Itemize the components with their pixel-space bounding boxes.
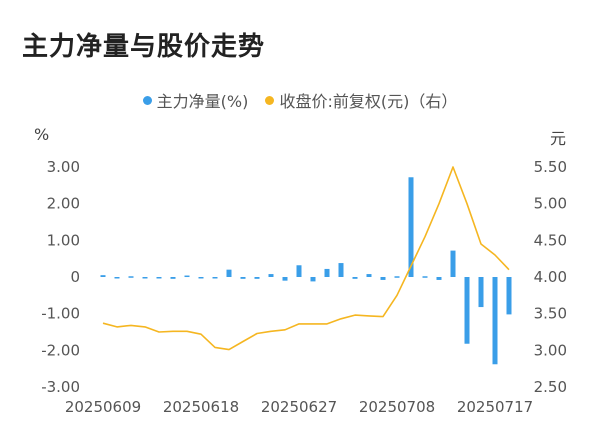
bar[interactable] — [506, 277, 512, 315]
bar[interactable] — [128, 276, 134, 278]
right-axis-unit: 元 — [550, 129, 567, 148]
line-series — [102, 166, 510, 351]
left-axis-tick-label: 3.00 — [47, 158, 80, 176]
bar[interactable] — [366, 274, 372, 277]
bar-series — [100, 177, 512, 365]
bar[interactable] — [142, 277, 148, 279]
bar[interactable] — [114, 277, 120, 279]
bar[interactable] — [408, 177, 414, 277]
x-axis-tick-label: 20250618 — [163, 398, 239, 416]
left-axis-tick-label: 2.00 — [47, 195, 80, 213]
bar[interactable] — [380, 277, 386, 280]
legend-marker-bar — [142, 96, 152, 105]
legend-item-close-price[interactable]: 收盘价:前复权(元)（右） — [265, 88, 457, 112]
bar[interactable] — [100, 275, 106, 277]
right-axis-tick-label: 5.50 — [534, 158, 567, 176]
x-axis-tick-label: 20250717 — [457, 398, 533, 416]
right-axis-tick-label: 3.00 — [534, 341, 567, 359]
x-axis: 20250609 20250618 20250627 20250708 20250717 — [65, 398, 533, 416]
bar[interactable] — [422, 276, 428, 278]
bar[interactable] — [212, 277, 218, 279]
bar[interactable] — [254, 277, 260, 279]
right-axis-tick-label: 4.50 — [534, 231, 567, 249]
bar[interactable] — [184, 275, 190, 278]
legend: 主力净量(%) 收盘价:前复权(元)（右） — [0, 88, 600, 112]
bar[interactable] — [226, 269, 232, 277]
right-axis-tick-label: 3.50 — [534, 305, 567, 323]
left-axis-tick-label: -2.00 — [41, 341, 80, 359]
bar[interactable] — [170, 277, 176, 279]
legend-label-close-price: 收盘价:前复权(元)（右） — [279, 92, 458, 111]
bar[interactable] — [464, 277, 470, 344]
bar[interactable] — [478, 277, 484, 308]
close-price-line[interactable] — [102, 166, 510, 351]
bar[interactable] — [198, 277, 204, 279]
legend-label-net-volume: 主力净量(%) — [156, 92, 249, 111]
left-axis-tick-label: 0 — [70, 268, 80, 286]
left-axis: 3.00 2.00 1.00 0 -1.00 -2.00 -3.00 — [41, 158, 80, 396]
bar[interactable] — [282, 277, 288, 281]
right-axis-tick-label: 5.00 — [534, 195, 567, 213]
bar[interactable] — [268, 274, 274, 277]
x-axis-tick-label: 20250708 — [359, 398, 435, 416]
bar[interactable] — [156, 277, 162, 279]
legend-marker-line — [265, 96, 275, 105]
bar[interactable] — [352, 277, 358, 279]
bar[interactable] — [310, 277, 316, 282]
chart-title: 主力净量与股价走势 — [22, 32, 266, 62]
bar[interactable] — [450, 250, 456, 277]
bar[interactable] — [296, 265, 302, 277]
legend-item-net-volume[interactable]: 主力净量(%) — [142, 88, 249, 112]
bar[interactable] — [338, 263, 344, 277]
right-axis: 5.50 5.00 4.50 4.00 3.50 3.00 2.50 — [534, 158, 567, 396]
bar[interactable] — [436, 277, 442, 280]
right-axis-tick-label: 2.50 — [534, 378, 567, 396]
bar[interactable] — [240, 277, 246, 279]
right-axis-tick-label: 4.00 — [534, 268, 567, 286]
left-axis-tick-label: -3.00 — [41, 378, 80, 396]
x-axis-tick-label: 20250609 — [65, 398, 141, 416]
bar[interactable] — [394, 276, 400, 278]
bar[interactable] — [324, 268, 330, 277]
left-axis-tick-label: 1.00 — [47, 231, 80, 249]
x-axis-tick-label: 20250627 — [261, 398, 337, 416]
left-axis-unit: % — [34, 125, 50, 144]
left-axis-tick-label: -1.00 — [41, 305, 80, 323]
bar[interactable] — [492, 277, 498, 365]
